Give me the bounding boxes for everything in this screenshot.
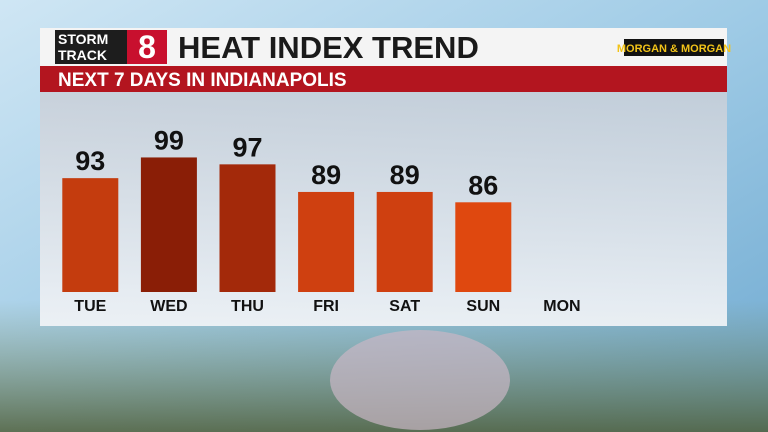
flowers — [330, 330, 510, 430]
logo-line: TRACK — [58, 47, 107, 63]
x-tick-label: TUE — [74, 298, 106, 315]
sponsor: MORGAN & MORGAN — [617, 43, 731, 55]
value-label: 97 — [232, 132, 262, 162]
bar — [62, 178, 119, 292]
subtitle-bar — [40, 66, 727, 92]
bar — [298, 191, 355, 292]
x-tick-label: WED — [150, 298, 187, 315]
chart-subtitle: NEXT 7 DAYS IN INDIANAPOLIS — [58, 70, 347, 91]
logo-number-box — [127, 30, 167, 64]
value-label: 89 — [311, 160, 341, 190]
x-tick-label: MON — [543, 298, 580, 315]
value-label: 89 — [390, 160, 420, 190]
bar — [455, 202, 512, 292]
value-label: 86 — [468, 170, 498, 200]
logo-number: 8 — [138, 29, 156, 65]
sponsor-box — [624, 39, 724, 56]
x-tick-label: FRI — [313, 298, 339, 315]
value-label: 99 — [154, 125, 184, 155]
bar — [140, 157, 197, 292]
bar — [219, 164, 276, 292]
logo-line: STORM — [58, 31, 108, 47]
value-label: 93 — [75, 146, 105, 176]
x-tick-label: SUN — [466, 298, 500, 315]
x-tick-label: THU — [231, 298, 264, 315]
bar — [376, 191, 433, 292]
x-tick-label: SAT — [389, 298, 420, 315]
chart-title: HEAT INDEX TREND — [178, 30, 479, 65]
